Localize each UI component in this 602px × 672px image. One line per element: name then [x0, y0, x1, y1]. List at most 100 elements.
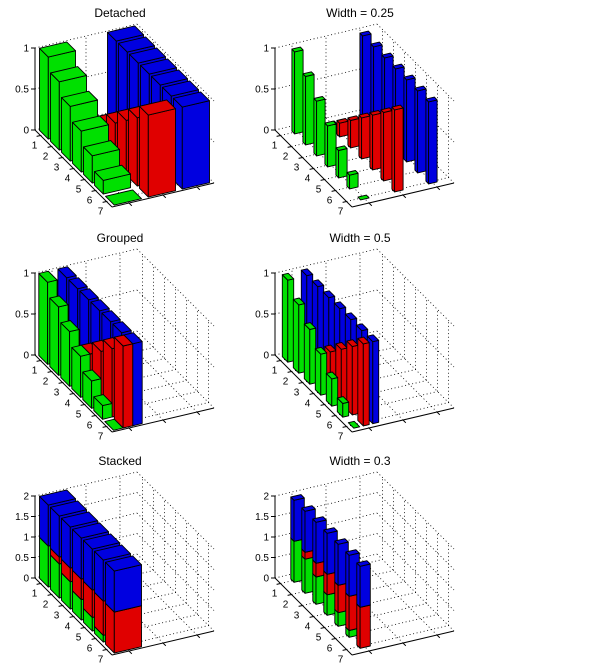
category-tick	[320, 404, 325, 406]
bar-side-face	[349, 172, 359, 190]
z-tick-label: 0.5	[255, 310, 269, 321]
bar-top-face	[300, 268, 314, 277]
bar-side-face	[305, 74, 315, 146]
bar-side-face	[327, 123, 337, 168]
grid-line-z-wall	[376, 289, 455, 368]
bar-side-face	[320, 352, 328, 396]
depth-tick	[162, 419, 167, 424]
bar-top-face	[107, 25, 144, 42]
category-tick-label: 6	[327, 196, 333, 207]
category-tick	[342, 426, 347, 428]
category-tick	[287, 146, 292, 148]
grid-line-z-wall	[376, 248, 455, 327]
category-tick-label: 1	[272, 141, 278, 152]
bar-top-face	[49, 295, 69, 308]
depth-tick	[436, 411, 441, 416]
category-tick	[309, 616, 314, 618]
bar-front-face	[334, 540, 339, 586]
category-tick	[276, 583, 281, 585]
z-tick-label: 1	[23, 269, 29, 280]
bar-front-face	[323, 529, 328, 575]
bar-top-face	[345, 549, 360, 556]
bar-side-face	[113, 605, 142, 654]
bar-side-face	[362, 342, 370, 427]
bar-front-face	[314, 348, 322, 396]
category-tick	[309, 393, 314, 395]
category-tick-label: 4	[305, 174, 311, 185]
grid-line-z-backwall	[34, 512, 138, 538]
bar-front-face	[290, 496, 295, 542]
z-tick-label: 0	[23, 574, 29, 585]
bar-side-face	[359, 604, 371, 649]
bar-top-face	[140, 58, 177, 75]
bar-top-face	[344, 312, 358, 321]
category-tick-label: 3	[294, 611, 300, 622]
bar-top-face	[357, 336, 370, 345]
bar-front-face	[292, 298, 300, 374]
category-tick-label: 3	[294, 163, 300, 174]
subplot-detached: 0 0.5 1 1 2 3 4 5 6 7 Detached	[8, 4, 248, 224]
grid-line-z-backwall	[34, 289, 138, 315]
bar-front-face	[290, 537, 295, 583]
depth-tick	[128, 650, 133, 655]
category-tick	[91, 190, 96, 192]
bar-top-face	[346, 170, 359, 176]
category-tick-label: 3	[54, 163, 60, 174]
bar-top-face	[39, 41, 76, 58]
grid-line-z-wall	[136, 471, 215, 550]
category-tick-label: 6	[87, 421, 93, 432]
depth-tick	[402, 194, 407, 199]
bar-top-face	[72, 522, 109, 539]
bar-side-face	[394, 107, 404, 193]
category-tick-label: 2	[283, 377, 289, 388]
bar-front-face	[107, 31, 117, 124]
bar-top-face	[68, 277, 88, 290]
category-tick-label: 3	[54, 611, 60, 622]
category-tick	[36, 583, 41, 585]
bar-front-face	[356, 562, 361, 608]
bar-side-face	[372, 112, 382, 171]
bar-top-face	[101, 310, 121, 323]
grid-line-z-backwall	[274, 471, 378, 497]
category-tick	[69, 168, 74, 170]
subplot-width-03: 0 0.5 1 1.5 2 1 2 3 4 5 6 7 Width = 0.3	[248, 452, 488, 672]
bar-side-face	[359, 563, 371, 608]
category-tick-label: 2	[43, 600, 49, 611]
bar-side-face	[338, 148, 348, 179]
category-tick-label: 5	[316, 410, 322, 421]
bar-top-face	[90, 299, 110, 312]
bar-top-face	[414, 85, 427, 92]
bar-top-face	[334, 538, 349, 545]
grid-line-z-backwall	[274, 533, 378, 558]
bar-top-face	[370, 41, 383, 48]
category-tick-label: 7	[98, 432, 104, 443]
bar-side-face	[147, 108, 176, 198]
category-tick-label: 5	[316, 185, 322, 196]
category-tick	[342, 649, 347, 651]
category-tick	[276, 360, 281, 362]
bar-top-face	[301, 505, 316, 512]
grid-line-z-backwall	[274, 289, 378, 315]
bar-top-face	[105, 555, 142, 572]
bar-top-face	[60, 320, 80, 333]
grid-line-z-wall	[136, 23, 215, 102]
category-tick	[102, 201, 107, 203]
bar-top-face	[425, 96, 438, 103]
grid-line-z-backwall	[34, 471, 138, 497]
bar-side-face	[340, 347, 348, 405]
grid-line-z-wall	[376, 471, 455, 550]
bar-front-face	[49, 297, 60, 376]
grid-line-row-floor	[62, 581, 165, 606]
category-tick-label: 3	[294, 388, 300, 399]
bar-side-face	[428, 99, 438, 185]
grid-line-row-floor	[95, 614, 198, 639]
category-tick-label: 4	[305, 399, 311, 410]
category-tick-label: 1	[32, 366, 38, 377]
category-tick	[276, 135, 281, 137]
category-tick-label: 6	[87, 196, 93, 207]
